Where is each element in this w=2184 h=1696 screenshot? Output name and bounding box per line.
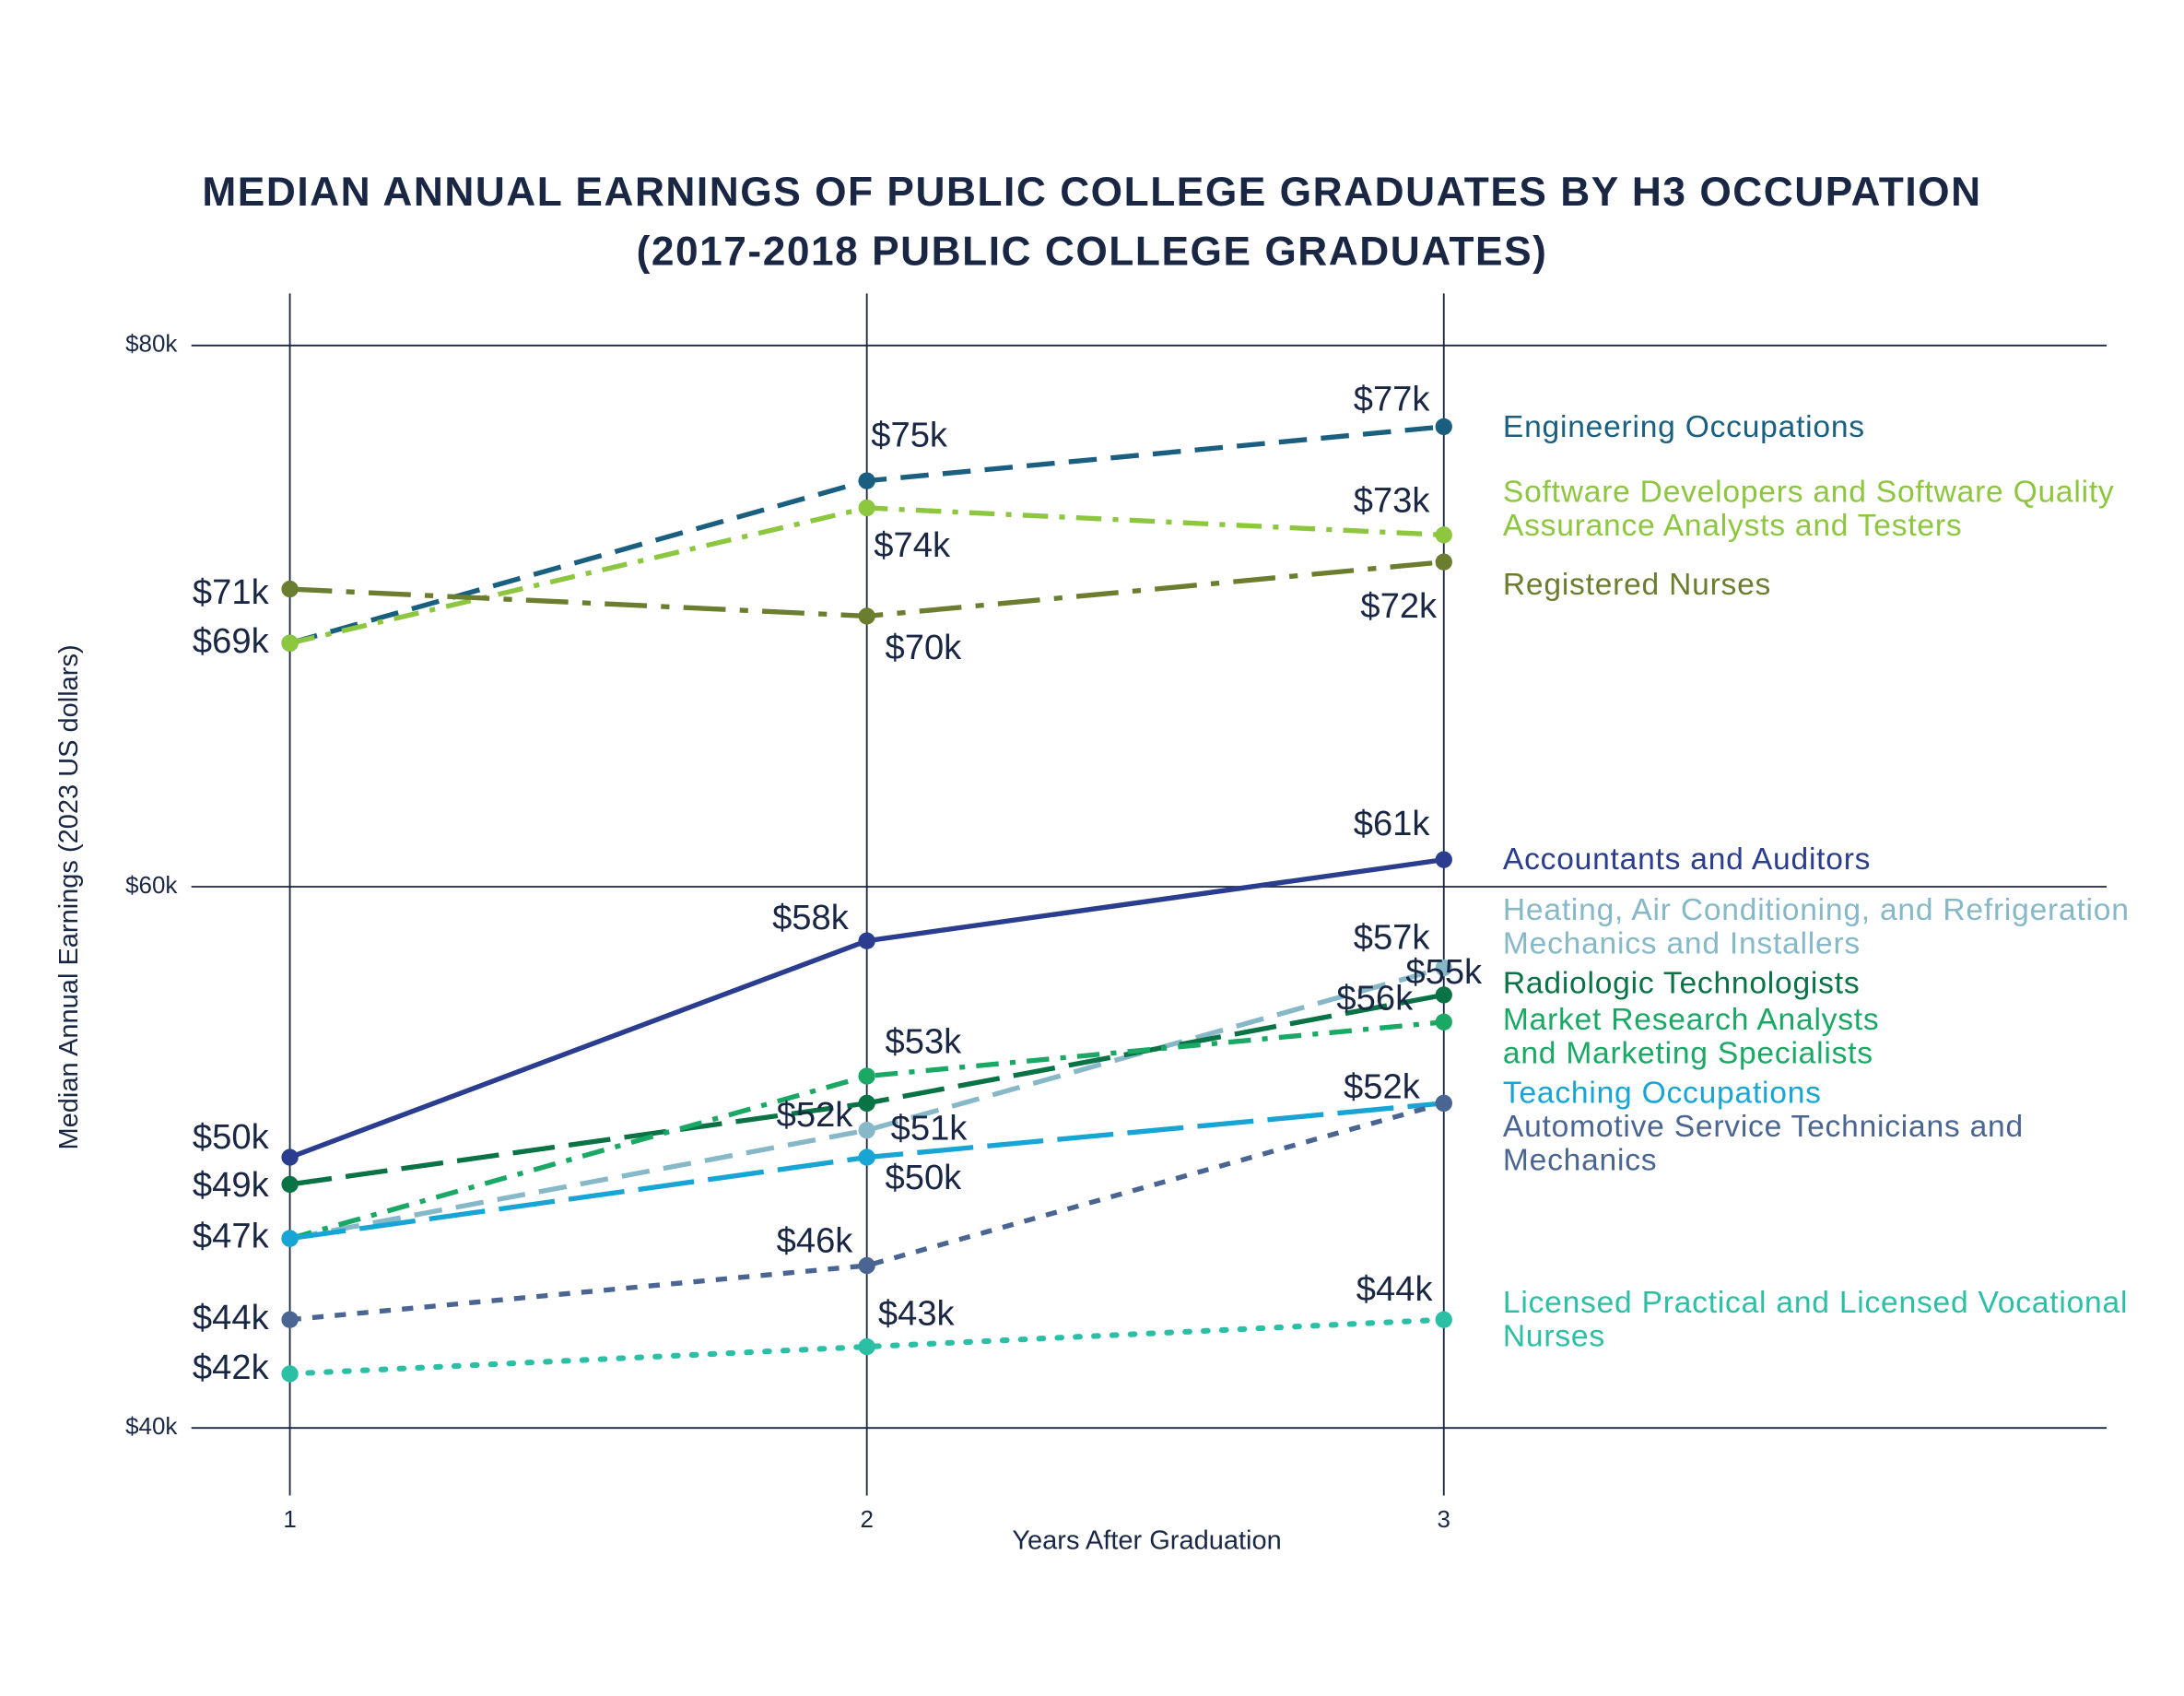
series-line <box>289 965 1445 1242</box>
data-label: $52k <box>1344 1067 1421 1107</box>
data-point <box>858 1122 875 1139</box>
data-label: $74k <box>874 525 951 565</box>
data-point <box>281 1365 299 1383</box>
data-point <box>1435 959 1452 977</box>
legend-item: Engineering Occupations <box>1502 410 1865 444</box>
legend-label: Software Developers and Software Quality… <box>1502 475 2115 543</box>
data-label: $56k <box>1336 979 1414 1019</box>
data-label: $46k <box>777 1221 854 1261</box>
data-label: $58k <box>772 898 850 937</box>
data-label: $50k <box>193 1117 270 1157</box>
data-point <box>1435 418 1452 436</box>
y-tick-label: $60k <box>125 871 178 899</box>
legend-label: Heating, Air Conditioning, and Refrigera… <box>1502 892 2130 961</box>
data-label: $72k <box>1360 586 1438 626</box>
data-point <box>858 499 875 517</box>
x-tick-label: 2 <box>860 1505 873 1533</box>
data-point <box>1435 1013 1452 1031</box>
data-point <box>1435 553 1452 571</box>
data-label: $55k <box>1405 952 1483 992</box>
chart-title: MEDIAN ANNUAL EARNINGS OF PUBLIC COLLEGE… <box>202 170 1981 215</box>
data-point <box>281 634 299 652</box>
data-label: $61k <box>1354 804 1431 843</box>
legend-item: Teaching Occupations <box>1502 1076 1822 1111</box>
data-label: $77k <box>1354 380 1431 419</box>
data-label: $51k <box>891 1108 969 1148</box>
data-label: $52k <box>777 1095 854 1135</box>
data-point <box>281 1230 299 1247</box>
legend-item: Automotive Service Technicians and Mecha… <box>1502 1110 2024 1178</box>
legend-item: Heating, Air Conditioning, and Refrigera… <box>1502 892 2130 961</box>
data-label: $57k <box>1354 918 1431 958</box>
data-point <box>858 472 875 489</box>
data-point <box>858 932 875 949</box>
data-label: $49k <box>193 1165 270 1205</box>
data-point <box>281 580 299 598</box>
data-point <box>858 1148 875 1166</box>
data-label: $75k <box>871 415 948 454</box>
legend-label: Accountants and Auditors <box>1502 842 1872 877</box>
legend-label: Registered Nurses <box>1502 568 1772 602</box>
data-point <box>858 607 875 625</box>
data-point <box>281 1148 299 1166</box>
x-tick-label: 1 <box>283 1505 296 1533</box>
data-point <box>281 1175 299 1194</box>
chart-subtitle: (2017-2018 PUBLIC COLLEGE GRADUATES) <box>637 229 1548 274</box>
data-label: $47k <box>193 1217 270 1256</box>
legend-label: Radiologic Technologists <box>1502 966 1861 1000</box>
data-point <box>1435 986 1452 1004</box>
data-point <box>858 1067 875 1085</box>
data-point <box>858 1094 875 1113</box>
data-label: $53k <box>886 1021 963 1061</box>
data-point <box>1435 526 1452 544</box>
data-point <box>1435 1311 1452 1328</box>
data-point <box>858 1256 875 1275</box>
y-axis-label: Median Annual Earnings (2023 US dollars) <box>54 644 84 1149</box>
x-axis-label: Years After Graduation <box>1012 1525 1281 1555</box>
legend-item: Market Research Analysts and Marketing S… <box>1502 1002 1880 1071</box>
legend-label: Engineering Occupations <box>1502 410 1865 444</box>
data-point <box>1435 1094 1452 1113</box>
legend-label: Licensed Practical and Licensed Vocation… <box>1502 1285 2129 1354</box>
legend-label: Automotive Service Technicians and Mecha… <box>1502 1110 2024 1178</box>
legend-item: Software Developers and Software Quality… <box>1502 475 2115 543</box>
data-label: $73k <box>1354 480 1431 520</box>
legend-item: Registered Nurses <box>1502 568 1772 602</box>
data-label: $44k <box>193 1298 270 1337</box>
data-label: $69k <box>193 621 270 661</box>
legend-label: Market Research Analysts and Marketing S… <box>1502 1002 1880 1071</box>
data-point <box>1435 851 1452 868</box>
y-tick-label: $40k <box>125 1412 178 1440</box>
data-point <box>858 1337 875 1356</box>
legend-item: Radiologic Technologists <box>1502 966 1861 1000</box>
x-tick-label: 3 <box>1438 1505 1450 1533</box>
legend-item: Licensed Practical and Licensed Vocation… <box>1502 1285 2129 1354</box>
data-label: $70k <box>886 628 963 667</box>
data-point <box>281 1311 299 1328</box>
data-label: $43k <box>878 1294 956 1334</box>
data-label: $50k <box>886 1158 963 1197</box>
legend-item: Accountants and Auditors <box>1502 842 1872 877</box>
y-tick-label: $80k <box>125 330 178 358</box>
data-label: $71k <box>193 572 270 612</box>
data-label: $42k <box>193 1348 270 1387</box>
data-label: $44k <box>1356 1269 1434 1309</box>
legend-label: Teaching Occupations <box>1502 1076 1822 1111</box>
series-line <box>289 1101 1445 1323</box>
